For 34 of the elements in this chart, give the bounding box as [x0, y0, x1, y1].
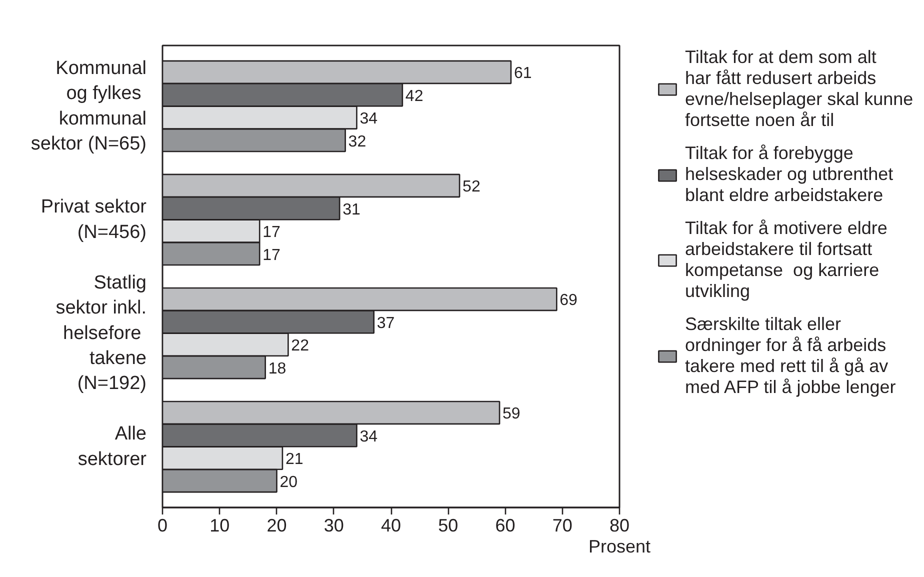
data-label: 32 [348, 133, 366, 150]
data-label: 42 [405, 88, 424, 105]
data-label: 21 [285, 451, 304, 468]
y-tick-label: Statlig sektor inkl. helsefore takene (N=192) [56, 272, 147, 394]
x-tick-label: 60 [495, 516, 516, 536]
legend-label: Særskilte tiltak eller ordninger for å få arbeids takere med rett til å gå av med AFP til å jobbe lenger [685, 314, 896, 398]
x-tick-label: 40 [380, 516, 402, 536]
x-tick-label: 30 [324, 516, 344, 536]
data-label: 34 [360, 428, 378, 446]
data-label: 61 [514, 65, 532, 82]
x-axis-title: Prosent [588, 536, 651, 556]
y-tick-label: Alle sektorer [78, 424, 148, 470]
x-tick-label: 50 [438, 516, 458, 536]
x-tick-label: 0 [157, 516, 168, 536]
legend-label: Tiltak for at dem som alt har fått redusert arbeids evne/helseplager skal kunne fortsette noen år til [685, 47, 914, 131]
x-tick-label: 10 [210, 516, 230, 536]
data-label: 69 [560, 292, 578, 310]
data-label: 31 [342, 201, 360, 218]
legend-label: Tiltak for å forebygge helseskader og utbrenthet blant eldre arbeidstakere [685, 143, 894, 206]
legend-label: Tiltak for å motivere eldre arbeidstakere til fortsatt kompetanse og karriere utvikling [685, 218, 888, 302]
data-label: 22 [291, 338, 310, 355]
data-label: 52 [462, 178, 480, 196]
data-label: 34 [360, 110, 378, 128]
data-label: 59 [502, 406, 520, 423]
data-label: 37 [376, 314, 395, 332]
x-tick-label: 80 [609, 516, 630, 536]
y-tick-label: Privat sektor (N=456) [40, 196, 148, 243]
x-tick-label: 70 [552, 516, 572, 536]
y-tick-label: Kommunal og fylkes kommunal sektor (N=65) [30, 58, 147, 155]
x-tick-label: 20 [266, 516, 287, 536]
data-label: 18 [268, 360, 286, 378]
data-label: 17 [262, 246, 281, 264]
data-label: 20 [280, 474, 298, 491]
data-label: 17 [262, 224, 281, 242]
